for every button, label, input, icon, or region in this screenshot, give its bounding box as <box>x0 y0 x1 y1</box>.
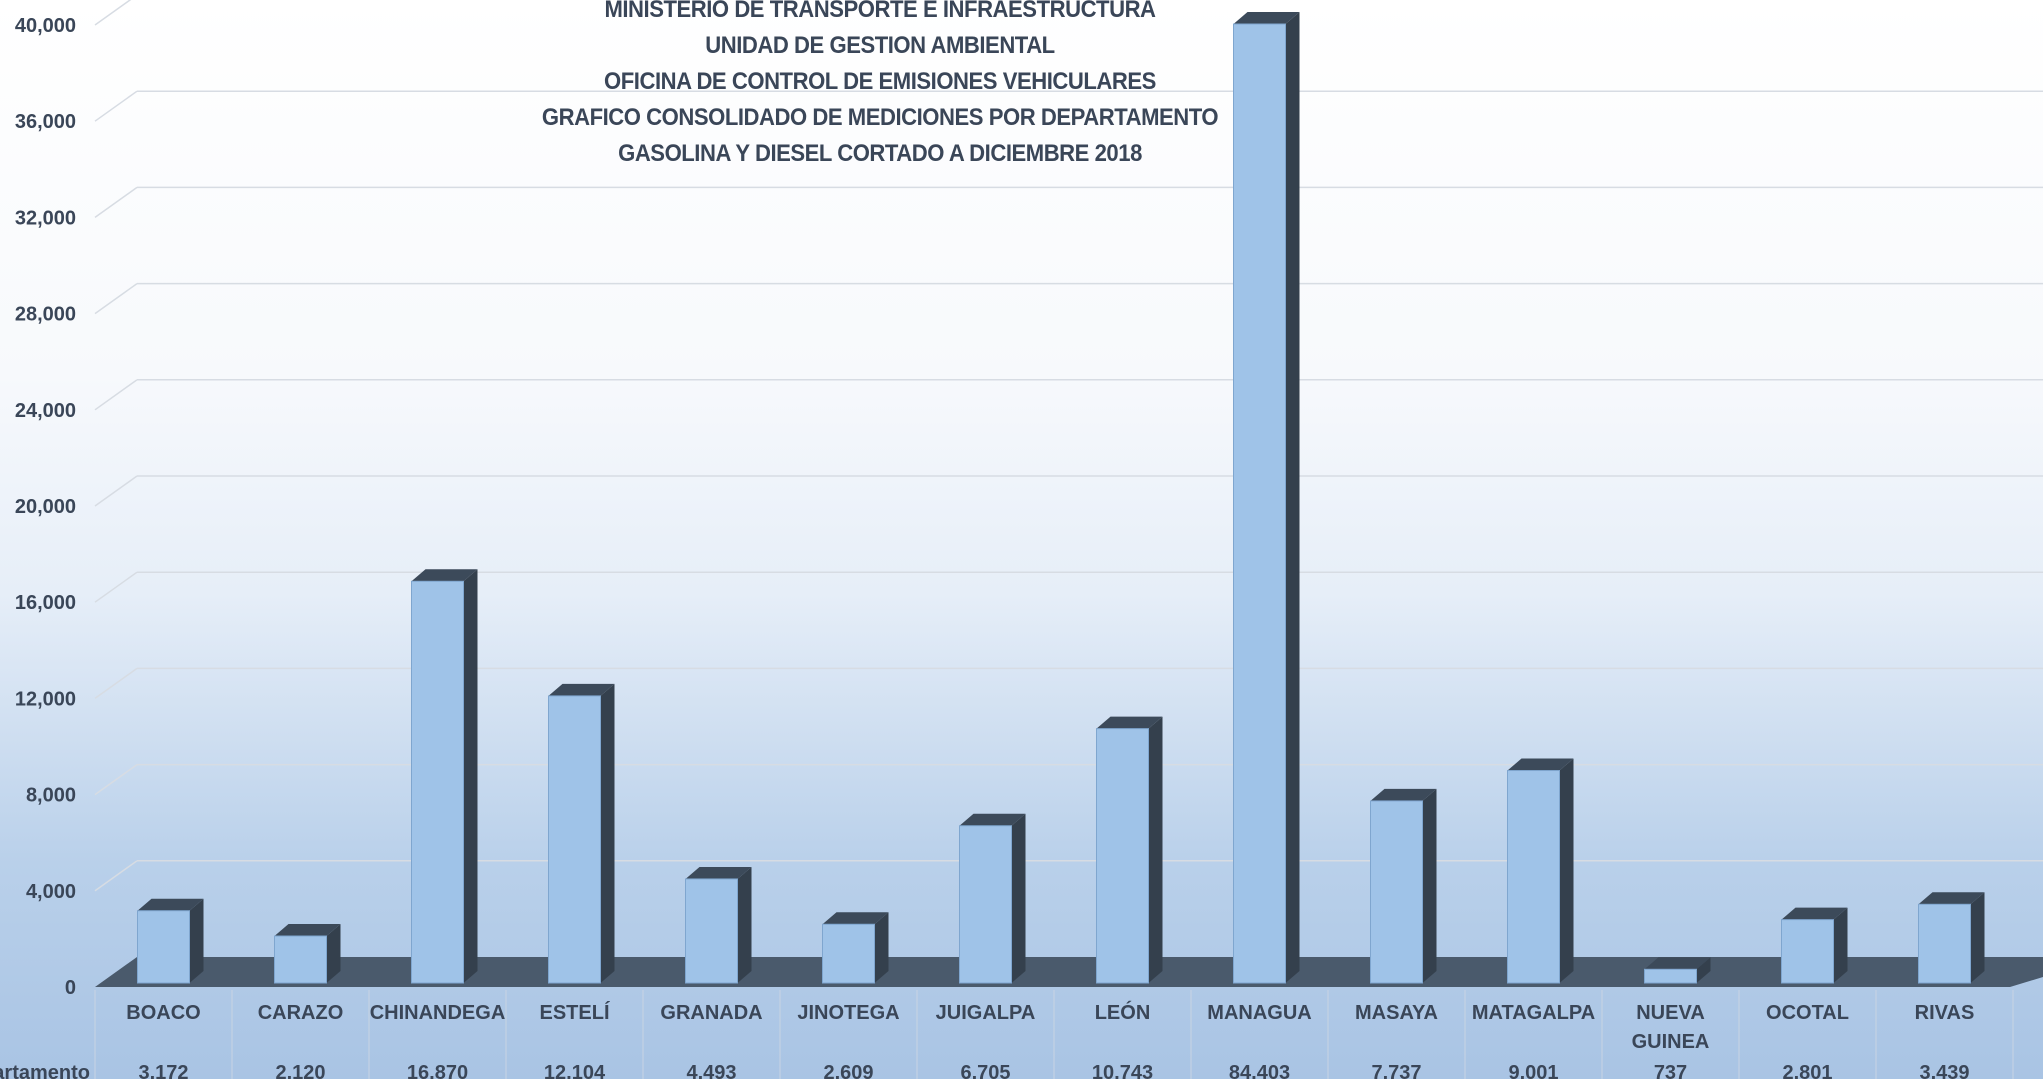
data-label: 2,609 <box>823 1062 873 1079</box>
bar-top <box>1507 758 1574 771</box>
x-tick-label: RIVAS <box>1915 1002 1975 1024</box>
y-tick-label: 20,000 <box>15 496 76 518</box>
bar-top <box>1644 957 1711 970</box>
y-tick-label: 0 <box>65 977 76 999</box>
data-label: 2,120 <box>275 1062 325 1079</box>
bar-side <box>1422 788 1437 983</box>
title-line-2: UNIDAD DE GESTION AMBIENTAL <box>705 32 1055 59</box>
y-tick-label: 28,000 <box>15 304 76 326</box>
data-label: 737 <box>1654 1062 1687 1079</box>
bar-top <box>274 924 341 937</box>
data-label: 3,172 <box>138 1062 188 1079</box>
data-label: 9,001 <box>1508 1062 1558 1079</box>
gridline-diag <box>94 667 138 700</box>
bar <box>1507 770 1560 984</box>
gridline-diag <box>94 90 138 122</box>
bar-side <box>1011 813 1026 983</box>
bar <box>1096 728 1149 984</box>
bar-side <box>1833 907 1848 983</box>
bar-top <box>1096 716 1163 729</box>
y-tick-label: 12,000 <box>15 688 76 710</box>
bar-top <box>548 683 615 696</box>
bar-top <box>1233 12 1300 24</box>
bar-top <box>411 569 478 582</box>
data-label: 84,403 <box>1229 1062 1290 1079</box>
bar-top <box>1918 892 1985 905</box>
bar <box>548 695 601 984</box>
gridline-diag <box>94 763 138 796</box>
title-line-1: MINISTERIO DE TRANSPORTE E INFRAESTRUCTU… <box>604 0 1156 23</box>
y-tick-label: 4,000 <box>26 881 76 903</box>
bar <box>685 878 738 984</box>
bar-side <box>874 912 889 983</box>
bar-side <box>600 683 615 983</box>
bar <box>137 910 190 984</box>
x-tick-label: CARAZO <box>258 1002 344 1024</box>
data-label: 16,870 <box>407 1062 468 1079</box>
bar <box>822 923 875 984</box>
x-tick-label: GRANADA <box>660 1002 762 1024</box>
y-tick-label: 36,000 <box>15 111 76 133</box>
x-tick-label: MASAYA <box>1355 1002 1438 1024</box>
y-tick-label: 32,000 <box>15 207 76 229</box>
x-tick-label: OCOTAL <box>1766 1002 1849 1024</box>
bar-side <box>463 569 478 983</box>
y-tick-label: 8,000 <box>26 785 76 807</box>
bar-side <box>1970 892 1985 983</box>
bar-side <box>189 898 204 983</box>
bar-top <box>685 866 752 879</box>
bar-side <box>1696 957 1711 983</box>
y-tick-label: 24,000 <box>15 400 76 422</box>
bar <box>1781 919 1834 984</box>
bar-top <box>959 813 1026 826</box>
bar <box>1233 23 1286 984</box>
bar-side <box>737 866 752 983</box>
bar <box>411 580 464 984</box>
bar-side <box>1285 12 1300 983</box>
x-tick-label: JUIGALPA <box>936 1002 1036 1024</box>
bar-side <box>1559 758 1574 983</box>
data-label: 3,439 <box>1919 1062 1969 1079</box>
title-line-4: GRAFICO CONSOLIDADO DE MEDICIONES POR DE… <box>541 104 1219 131</box>
bar <box>1644 968 1697 984</box>
gridline-diag <box>94 186 138 219</box>
gridline-diag <box>94 571 138 603</box>
title-line-5: GASOLINA Y DIESEL CORTADO A DICIEMBRE 20… <box>618 140 1142 167</box>
data-label: 2,801 <box>1782 1062 1832 1079</box>
bar <box>1918 903 1971 984</box>
x-tick-label: BOACO <box>126 1002 200 1024</box>
bar-top <box>1781 907 1848 920</box>
x-tick-label: MANAGUA <box>1207 1002 1311 1024</box>
x-tick-label: ESTELÍ <box>539 1001 609 1024</box>
data-label: 6,705 <box>960 1062 1010 1079</box>
gridline-diag <box>94 282 138 315</box>
y-tick-label: 40,000 <box>15 15 76 37</box>
x-tick-label: MATAGALPA <box>1472 1002 1595 1024</box>
bar-top <box>137 898 204 911</box>
bar-side <box>1148 716 1163 983</box>
bar-top <box>1370 788 1437 801</box>
x-tick-label: CHINANDEGA <box>370 1002 506 1024</box>
gridline-diag <box>94 860 138 892</box>
data-label: 4,493 <box>686 1062 736 1079</box>
table-row-label: Departamento <box>0 1062 90 1079</box>
gridline-diag <box>94 0 132 26</box>
bar <box>959 825 1012 984</box>
data-label: 12,104 <box>544 1062 606 1079</box>
bar-side <box>326 924 341 983</box>
bar <box>1370 800 1423 984</box>
chart-floor <box>95 957 2043 987</box>
data-label: 7,737 <box>1371 1062 1421 1079</box>
x-tick-label: JINOTEGA <box>797 1002 899 1024</box>
bar <box>274 935 327 984</box>
bar-top <box>822 912 889 925</box>
gridline-diag <box>94 379 138 411</box>
x-tick-label: LEÓN <box>1095 1000 1151 1024</box>
gridline-diag <box>94 475 138 507</box>
x-tick-label: NUEVA <box>1636 1002 1705 1024</box>
y-tick-label: 16,000 <box>15 592 76 614</box>
x-tick-label: GUINEA <box>1632 1031 1710 1053</box>
data-label: 10,743 <box>1092 1062 1153 1079</box>
